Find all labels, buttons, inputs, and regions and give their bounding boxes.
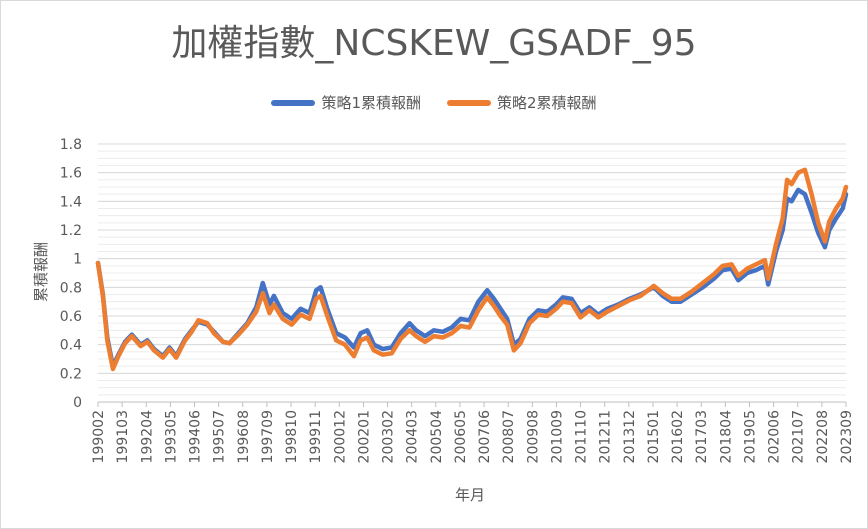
x-tick-label: 200605 — [453, 410, 469, 463]
y-tick-label: 1.8 — [60, 137, 82, 153]
x-tick-label: 200012 — [332, 410, 348, 463]
chart-title: 加權指數_NCSKEW_GSADF_95 — [171, 23, 697, 64]
y-tick-label: 0.6 — [60, 309, 82, 325]
x-tick-label: 199406 — [188, 410, 204, 464]
x-tick-label: 201905 — [742, 410, 758, 463]
x-tick-label: 200403 — [405, 410, 421, 463]
x-tick-label: 201804 — [718, 410, 734, 464]
x-tick-label: 201703 — [694, 410, 710, 463]
x-tick-label: 202107 — [791, 410, 807, 463]
y-tick-label: 0.8 — [60, 280, 82, 296]
y-tick-label: 0.4 — [60, 338, 82, 354]
x-tick-label: 201312 — [622, 410, 638, 463]
x-tick-label: 202309 — [839, 410, 855, 463]
y-tick-label: 1 — [73, 252, 82, 268]
y-axis-title: 累積報酬 — [32, 242, 50, 302]
x-tick-label: 202006 — [767, 410, 783, 464]
x-tick-label: 201009 — [549, 410, 565, 463]
x-tick-label: 199002 — [91, 410, 107, 463]
legend-swatch-series-1 — [271, 99, 316, 106]
x-tick-label: 199103 — [115, 410, 131, 463]
legend-label-series-2: 策略2累積報酬 — [497, 94, 597, 112]
x-axis-title: 年月 — [455, 486, 485, 504]
x-tick-label: 201501 — [646, 410, 662, 463]
legend-item-series-1: 策略1累積報酬 — [271, 92, 421, 113]
x-tick-label: 200908 — [525, 410, 541, 463]
legend-label-series-1: 策略1累積報酬 — [321, 94, 421, 112]
x-tick-label: 201211 — [598, 410, 614, 463]
x-tick-label: 200201 — [356, 410, 372, 463]
x-tick-label: 200706 — [477, 410, 493, 464]
y-tick-label: 1.2 — [60, 223, 82, 239]
x-tick-label: 200807 — [501, 410, 517, 463]
x-tick-label: 199305 — [163, 410, 179, 463]
legend-swatch-series-2 — [447, 99, 491, 106]
x-tick-label: 199507 — [212, 410, 228, 463]
y-tick-label: 1.6 — [60, 166, 82, 182]
legend-item-series-2: 策略2累積報酬 — [447, 92, 597, 113]
x-tick-label: 199608 — [236, 410, 252, 463]
x-tick-label: 199810 — [284, 410, 300, 463]
x-tick-label: 199204 — [139, 410, 155, 464]
x-tick-label: 202208 — [815, 410, 831, 463]
x-tick-label: 201110 — [574, 410, 590, 463]
series-line-2 — [95, 167, 849, 372]
y-tick-label: 0.2 — [60, 366, 82, 382]
y-tick-label: 1.4 — [60, 194, 82, 210]
y-tick-label: 0 — [73, 395, 82, 411]
x-tick-label: 199709 — [260, 410, 276, 463]
series-line-1 — [95, 187, 849, 369]
x-tick-label: 199911 — [308, 410, 324, 463]
x-tick-label: 200504 — [429, 410, 445, 464]
x-tick-label: 200302 — [381, 410, 397, 463]
x-tick-label: 201602 — [670, 410, 686, 463]
legend: 策略1累積報酬 策略2累積報酬 — [0, 92, 868, 113]
